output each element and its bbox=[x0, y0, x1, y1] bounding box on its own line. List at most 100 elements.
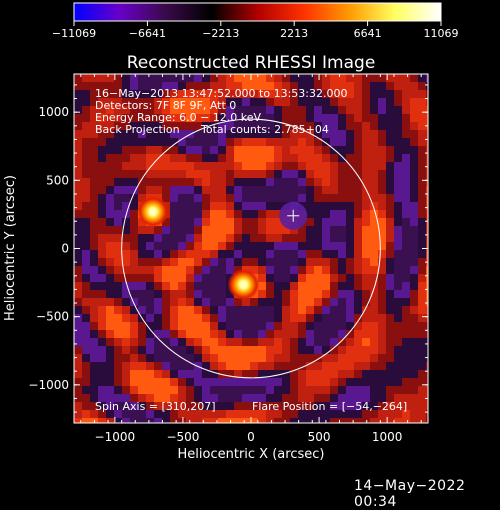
heatmap-cell bbox=[106, 418, 114, 423]
heatmap-cell bbox=[266, 106, 274, 114]
heatmap-cell bbox=[98, 346, 106, 354]
heatmap-cell bbox=[426, 106, 428, 114]
heatmap-cell bbox=[90, 250, 98, 258]
heatmap-cell bbox=[410, 330, 418, 338]
heatmap-cell bbox=[106, 130, 114, 138]
heatmap-cell bbox=[210, 90, 218, 98]
heatmap-cell bbox=[74, 226, 82, 234]
heatmap-cell bbox=[74, 218, 82, 226]
heatmap-cell bbox=[82, 370, 90, 378]
heatmap-cell bbox=[146, 402, 154, 410]
heatmap-cell bbox=[154, 338, 162, 346]
heatmap-cell bbox=[250, 146, 258, 154]
heatmap-cell bbox=[362, 322, 370, 330]
heatmap-cell bbox=[130, 194, 138, 202]
heatmap-cell bbox=[330, 322, 338, 330]
heatmap-cell bbox=[322, 402, 330, 410]
heatmap-cell bbox=[146, 138, 154, 146]
heatmap-cell bbox=[218, 418, 226, 423]
heatmap-cell bbox=[130, 306, 138, 314]
heatmap-cell bbox=[402, 298, 410, 306]
heatmap-cell bbox=[98, 98, 106, 106]
heatmap-cell bbox=[290, 274, 298, 282]
heatmap-cell bbox=[226, 306, 234, 314]
heatmap-cell bbox=[394, 250, 402, 258]
heatmap-cell bbox=[82, 138, 90, 146]
heatmap-cell bbox=[90, 242, 98, 250]
heatmap-cell bbox=[362, 98, 370, 106]
heatmap-cell bbox=[410, 258, 418, 266]
heatmap-cell bbox=[170, 90, 178, 98]
heatmap-cell bbox=[202, 90, 210, 98]
heatmap-cell bbox=[410, 122, 418, 130]
heatmap-cell bbox=[186, 114, 194, 122]
heatmap-cell bbox=[426, 226, 428, 234]
heatmap-cell bbox=[138, 154, 146, 162]
heatmap-cell bbox=[226, 346, 234, 354]
heatmap-cell bbox=[314, 82, 322, 90]
heatmap-cell bbox=[362, 282, 370, 290]
heatmap-cell bbox=[106, 226, 114, 234]
heatmap-cell bbox=[346, 74, 354, 82]
heatmap-cell bbox=[266, 194, 274, 202]
heatmap-cell bbox=[186, 194, 194, 202]
heatmap-cell bbox=[202, 138, 210, 146]
heatmap-cell bbox=[82, 130, 90, 138]
heatmap-cell bbox=[98, 306, 106, 314]
heatmap-cell bbox=[274, 162, 282, 170]
heatmap-cell bbox=[178, 410, 186, 418]
heatmap-cell bbox=[274, 90, 282, 98]
heatmap-cell bbox=[194, 330, 202, 338]
heatmap-cell bbox=[250, 98, 258, 106]
heatmap-cell bbox=[370, 330, 378, 338]
heatmap-cell bbox=[402, 178, 410, 186]
heatmap-cell bbox=[218, 154, 226, 162]
heatmap-cell bbox=[298, 154, 306, 162]
heatmap-cell bbox=[106, 338, 114, 346]
heatmap-cell bbox=[362, 306, 370, 314]
heatmap-cell bbox=[410, 90, 418, 98]
heatmap-cell bbox=[114, 138, 122, 146]
heatmap-cell bbox=[122, 82, 130, 90]
heatmap-cell bbox=[330, 282, 338, 290]
heatmap-cell bbox=[266, 394, 274, 402]
heatmap-cell bbox=[394, 90, 402, 98]
heatmap-cell bbox=[114, 98, 122, 106]
heatmap-cell bbox=[226, 98, 234, 106]
heatmap-cell bbox=[98, 330, 106, 338]
heatmap-cell bbox=[114, 346, 122, 354]
heatmap-cell bbox=[74, 362, 82, 370]
heatmap-cell bbox=[234, 74, 242, 82]
heatmap-cell bbox=[266, 162, 274, 170]
heatmap-cell bbox=[170, 402, 178, 410]
heatmap-cell bbox=[306, 178, 314, 186]
heatmap-cell bbox=[210, 138, 218, 146]
heatmap-cell bbox=[410, 226, 418, 234]
heatmap-cell bbox=[226, 370, 234, 378]
heatmap-cell bbox=[226, 130, 234, 138]
heatmap-cell bbox=[394, 266, 402, 274]
heatmap-cell bbox=[330, 114, 338, 122]
heatmap-cell bbox=[218, 162, 226, 170]
heatmap-cell bbox=[210, 354, 218, 362]
heatmap-cell bbox=[74, 98, 82, 106]
heatmap-cell bbox=[266, 370, 274, 378]
heatmap-cell bbox=[338, 378, 346, 386]
heatmap-cell bbox=[418, 98, 426, 106]
heatmap-cell bbox=[298, 138, 306, 146]
heatmap-cell bbox=[130, 146, 138, 154]
heatmap-cell bbox=[274, 266, 282, 274]
heatmap-cell bbox=[178, 90, 186, 98]
heatmap-cell bbox=[74, 338, 82, 346]
heatmap-cell bbox=[290, 394, 298, 402]
heatmap-cell bbox=[90, 394, 98, 402]
heatmap-cell bbox=[386, 162, 394, 170]
heatmap-cell bbox=[226, 250, 234, 258]
heatmap-cell bbox=[202, 122, 210, 130]
heatmap-cell bbox=[178, 130, 186, 138]
heatmap-cell bbox=[90, 298, 98, 306]
heatmap-cell bbox=[122, 194, 130, 202]
heatmap-cell bbox=[258, 378, 266, 386]
heatmap-cell bbox=[98, 386, 106, 394]
heatmap-cell bbox=[90, 338, 98, 346]
